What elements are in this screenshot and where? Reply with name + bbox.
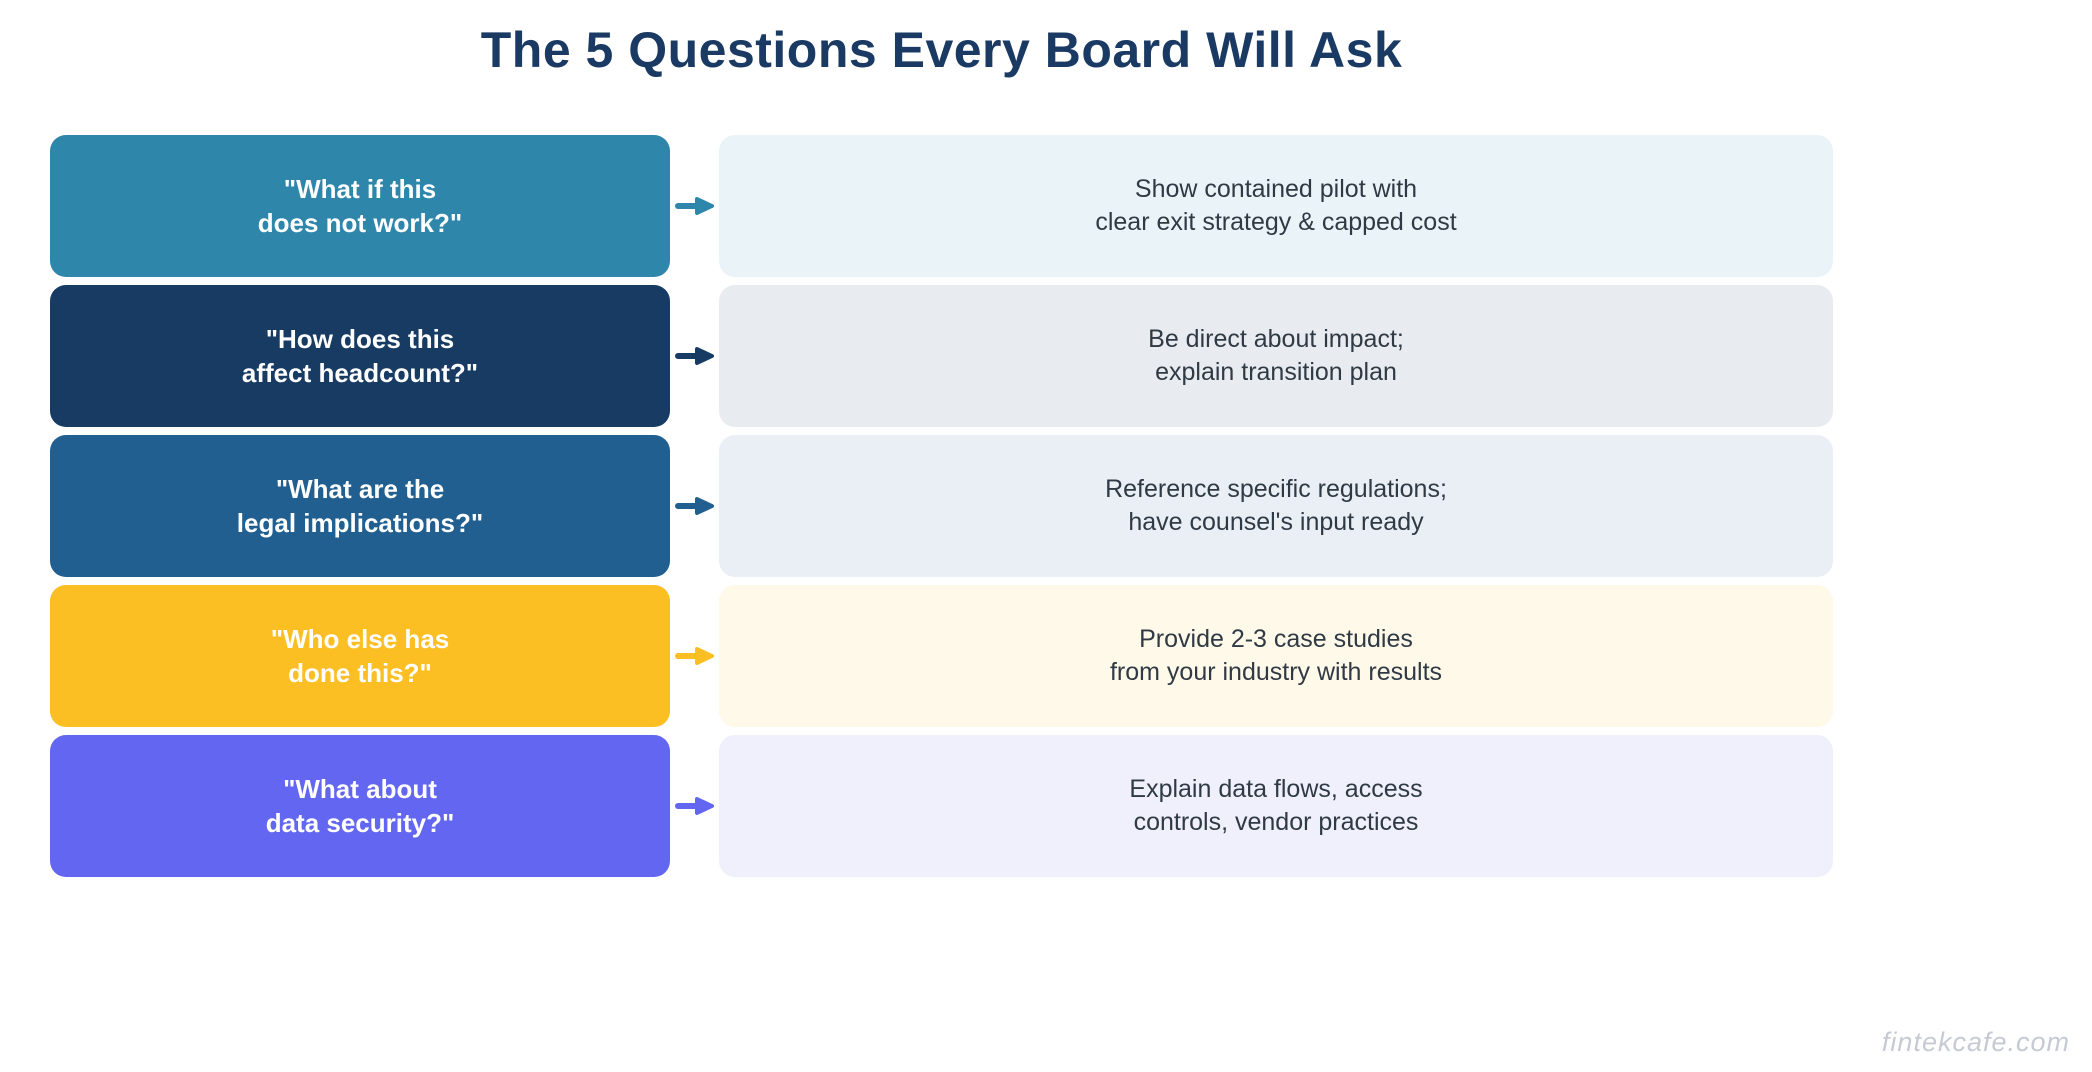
qa-row-3: "What are the legal implications?" Refer… (50, 435, 1833, 577)
question-text: "Who else has done this?" (270, 623, 450, 688)
answer-box: Reference specific regulations; have cou… (719, 435, 1833, 577)
question-box: "What if this does not work?" (50, 135, 670, 277)
question-box: "How does this affect headcount?" (50, 285, 670, 427)
arrow-right-icon (670, 435, 719, 577)
answer-box: Provide 2-3 case studies from your indus… (719, 585, 1833, 727)
qa-row-5: "What about data security?" Explain data… (50, 735, 1833, 877)
qa-rows: "What if this does not work?" Show conta… (50, 135, 1833, 877)
question-text: "What if this does not work?" (257, 173, 463, 238)
answer-box: Be direct about impact; explain transiti… (719, 285, 1833, 427)
arrow-right-icon (670, 285, 719, 427)
question-text: "What are the legal implications?" (236, 473, 484, 538)
page-title: The 5 Questions Every Board Will Ask (480, 22, 1403, 78)
arrow-right-icon (670, 735, 719, 877)
question-box: "What about data security?" (50, 735, 670, 877)
answer-box: Show contained pilot with clear exit str… (719, 135, 1833, 277)
question-text: "How does this affect headcount?" (241, 323, 479, 388)
watermark: fintekcafe.com (1881, 1027, 2070, 1057)
arrow-right-icon (670, 135, 719, 277)
answer-text: Show contained pilot with clear exit str… (1095, 175, 1457, 236)
qa-row-2: "How does this affect headcount?" Be dir… (50, 285, 1833, 427)
answer-text: Provide 2-3 case studies from your indus… (1109, 625, 1443, 686)
arrow-right-icon (670, 585, 719, 727)
answer-box: Explain data flows, access controls, ven… (719, 735, 1833, 877)
question-box: "Who else has done this?" (50, 585, 670, 727)
answer-text: Reference specific regulations; have cou… (1105, 475, 1447, 536)
answer-text: Be direct about impact; explain transiti… (1148, 325, 1404, 386)
question-text: "What about data security?" (265, 773, 455, 838)
qa-row-1: "What if this does not work?" Show conta… (50, 135, 1833, 277)
qa-row-4: "Who else has done this?" Provide 2-3 ca… (50, 585, 1833, 727)
answer-text: Explain data flows, access controls, ven… (1129, 775, 1423, 836)
question-box: "What are the legal implications?" (50, 435, 670, 577)
